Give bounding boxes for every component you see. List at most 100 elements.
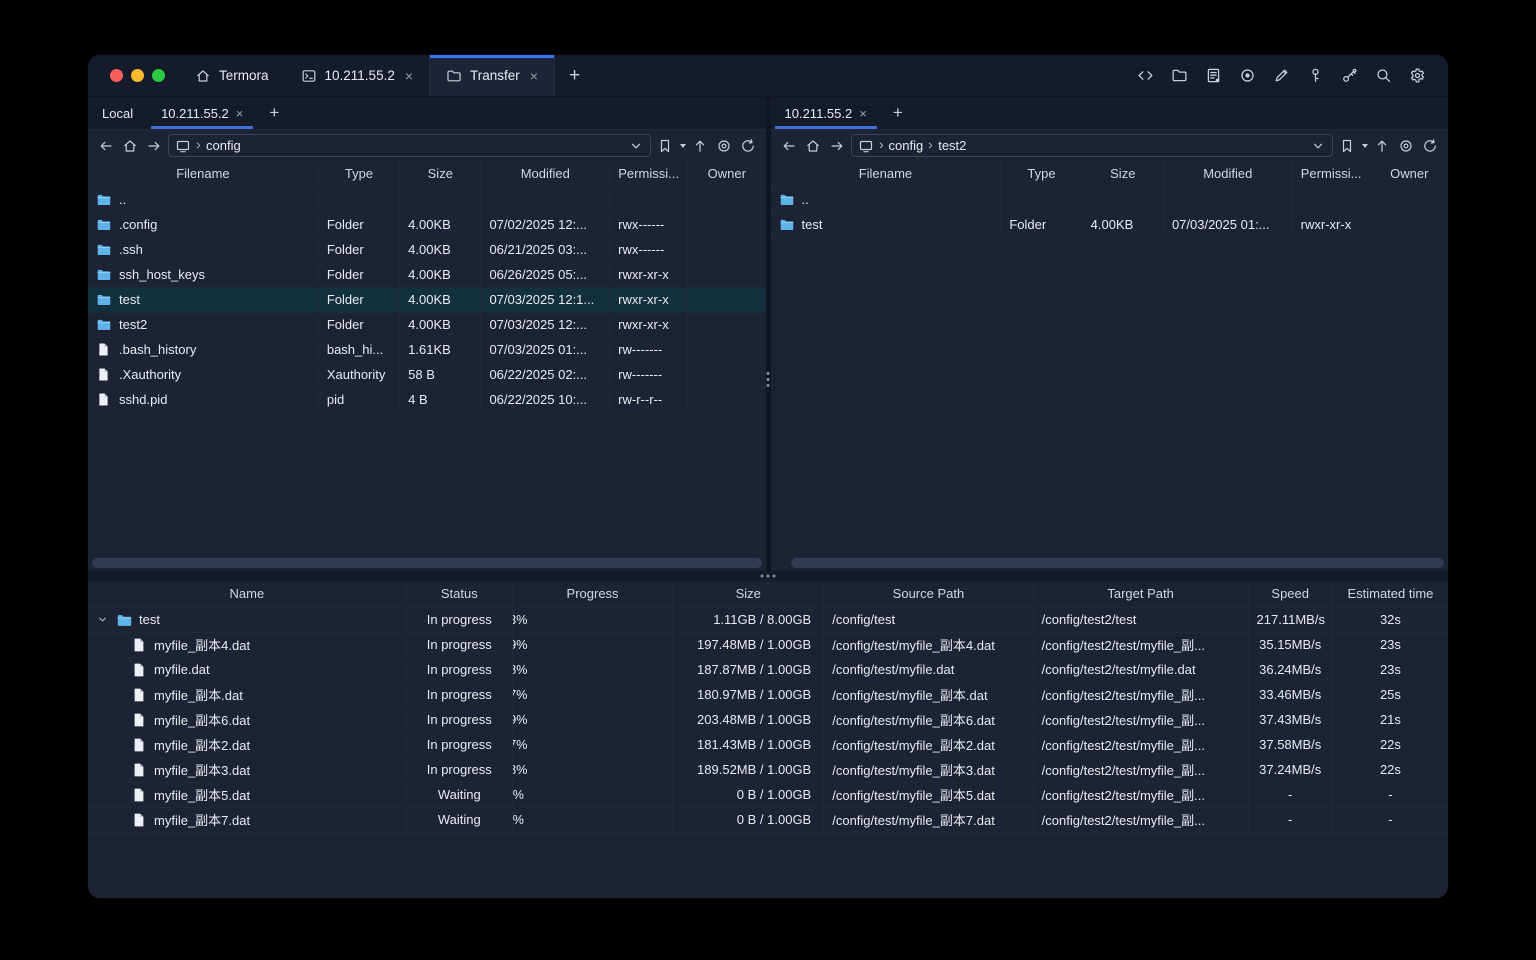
file-row[interactable]: test Folder 4.00KB 07/03/2025 01:... rwx… — [770, 212, 1448, 238]
right-panel-path-field[interactable]: config test2 — [850, 134, 1333, 157]
horizontal-scrollbar[interactable] — [790, 558, 1444, 568]
caret-down-icon[interactable] — [1362, 143, 1368, 148]
column-header[interactable]: Type — [1000, 161, 1083, 188]
key-icon[interactable] — [1305, 65, 1326, 86]
right-panel-new-tab-button[interactable]: + — [892, 103, 903, 122]
horizontal-scrollbar[interactable] — [92, 558, 762, 568]
left-panel-new-tab-button[interactable]: + — [269, 103, 280, 122]
file-row[interactable]: test Folder 4.00KB 07/03/2025 12:1... rw… — [88, 287, 766, 313]
file-type: Folder — [1000, 212, 1083, 238]
file-row[interactable]: sshd.pid pid 4 B 06/22/2025 10:... rw-r-… — [88, 387, 766, 413]
column-header[interactable]: Source Path — [823, 581, 1034, 608]
column-header[interactable]: Modified — [1163, 161, 1293, 188]
file-row[interactable]: .ssh Folder 4.00KB 06/21/2025 03:... rwx… — [88, 237, 766, 263]
file-row[interactable]: .Xauthority Xauthority 58 B 06/22/2025 0… — [88, 362, 766, 388]
home-icon[interactable] — [803, 136, 823, 156]
pencil-icon[interactable] — [1271, 65, 1292, 86]
forward-icon[interactable] — [827, 136, 847, 156]
eye-icon[interactable] — [1396, 136, 1416, 156]
left-panel-tab-Local[interactable]: Local — [88, 97, 147, 129]
transfer-row[interactable]: myfile_副本6.dat In progress 19% 203.48MB … — [88, 707, 1448, 733]
minimize-window-button[interactable] — [131, 69, 144, 82]
filename: sshd.pid — [119, 392, 168, 407]
transfer-row[interactable]: myfile_副本.dat In progress 17% 180.97MB /… — [88, 682, 1448, 708]
transfer-row[interactable]: myfile_副本7.dat Waiting 0% 0 B / 1.00GB /… — [88, 807, 1448, 833]
column-header[interactable]: Size — [1082, 161, 1164, 188]
chevron-down-icon[interactable] — [628, 138, 644, 154]
file-row[interactable]: ssh_host_keys Folder 4.00KB 06/26/2025 0… — [88, 262, 766, 288]
close-icon[interactable]: × — [235, 105, 244, 121]
record-icon[interactable] — [1237, 65, 1258, 86]
file-row[interactable]: .bash_history bash_hi... 1.61KB 07/03/20… — [88, 337, 766, 363]
column-header[interactable]: Size — [399, 161, 482, 188]
path-segment[interactable]: test2 — [938, 138, 967, 153]
left-panel-path-field[interactable]: config — [168, 134, 651, 157]
back-icon[interactable] — [96, 136, 116, 156]
column-header[interactable]: Owner — [1370, 161, 1448, 188]
file-permissions: rw------- — [609, 337, 689, 363]
right-panel-tab-10.211.55.2[interactable]: 10.211.55.2 × — [771, 97, 881, 129]
caret-down-icon[interactable] — [679, 143, 686, 148]
bookmark-icon[interactable] — [1337, 136, 1357, 156]
keychain-icon[interactable] — [1339, 65, 1360, 86]
column-header[interactable]: Permissi... — [1292, 161, 1371, 188]
column-header[interactable]: Estimated time — [1332, 581, 1448, 608]
column-header[interactable]: Filename — [88, 161, 319, 188]
transfer-row[interactable]: test In progress 13% 1.11GB / 8.00GB /co… — [88, 607, 1448, 633]
eye-icon[interactable] — [714, 136, 734, 156]
column-header[interactable]: Permissi... — [609, 161, 689, 188]
titlebar: Termora 10.211.55.2 × Transfer × + — [88, 55, 1448, 97]
column-header[interactable]: Target Path — [1033, 581, 1249, 608]
column-header[interactable]: Progress — [512, 581, 674, 608]
transfer-row[interactable]: myfile_副本2.dat In progress 17% 181.43MB … — [88, 732, 1448, 758]
title-tab-10.211.55.2[interactable]: 10.211.55.2 × — [285, 55, 430, 96]
title-tab-Termora[interactable]: Termora — [179, 55, 285, 96]
home-icon[interactable] — [120, 136, 140, 156]
horizontal-splitter[interactable] — [88, 571, 1448, 581]
search-icon[interactable] — [1373, 65, 1394, 86]
vertical-splitter[interactable] — [765, 97, 771, 571]
close-icon[interactable]: × — [859, 105, 867, 121]
column-header[interactable]: Size — [672, 581, 825, 608]
title-tab-Transfer[interactable]: Transfer × — [429, 55, 555, 96]
bookmark-icon[interactable] — [655, 136, 675, 156]
transfer-row[interactable]: myfile_副本3.dat In progress 18% 189.52MB … — [88, 757, 1448, 783]
file-row[interactable]: .config Folder 4.00KB 07/02/2025 12:... … — [88, 212, 766, 238]
column-header[interactable]: Modified — [480, 161, 611, 188]
column-header[interactable]: Speed — [1248, 581, 1333, 608]
file-row[interactable]: test2 Folder 4.00KB 07/03/2025 12:... rw… — [88, 312, 766, 338]
transfer-row[interactable]: myfile.dat In progress 18% 187.87MB / 1.… — [88, 657, 1448, 683]
gear-icon[interactable] — [1407, 65, 1428, 86]
column-header[interactable]: Filename — [770, 161, 1002, 188]
path-segment[interactable]: config — [888, 138, 924, 153]
folder-icon[interactable] — [1169, 65, 1190, 86]
chevron-down-icon[interactable] — [1310, 138, 1326, 154]
collapse-chevron-icon[interactable] — [96, 613, 109, 626]
transfer-row[interactable]: myfile_副本5.dat Waiting 0% 0 B / 1.00GB /… — [88, 782, 1448, 808]
parent-directory-icon[interactable] — [1372, 136, 1392, 156]
column-header[interactable]: Owner — [687, 161, 766, 188]
left-panel-tab-10.211.55.2[interactable]: 10.211.55.2 × — [147, 97, 257, 129]
parent-directory-icon[interactable] — [690, 136, 710, 156]
file-row[interactable]: .. — [88, 187, 766, 213]
refresh-icon[interactable] — [738, 136, 758, 156]
forward-icon[interactable] — [144, 136, 164, 156]
column-header[interactable]: Type — [318, 161, 401, 188]
folderfill-icon — [96, 292, 111, 307]
file-row[interactable]: .. — [770, 187, 1448, 213]
close-icon[interactable]: × — [529, 67, 538, 84]
file-permissions: rwxr-xr-x — [609, 312, 689, 338]
transfer-row[interactable]: myfile_副本4.dat In progress 19% 197.48MB … — [88, 632, 1448, 658]
column-header[interactable]: Status — [406, 581, 513, 608]
back-icon[interactable] — [779, 136, 799, 156]
new-title-tab-button[interactable]: + — [568, 64, 581, 86]
close-window-button[interactable] — [110, 69, 123, 82]
close-icon[interactable]: × — [404, 67, 414, 84]
maximize-window-button[interactable] — [152, 69, 165, 82]
code-icon[interactable] — [1135, 65, 1156, 86]
column-header[interactable]: Name — [88, 581, 407, 608]
refresh-icon[interactable] — [1420, 136, 1440, 156]
log-icon[interactable] — [1203, 65, 1224, 86]
transfer-size: 203.48MB / 1.00GB — [672, 707, 825, 733]
path-segment[interactable]: config — [206, 138, 241, 153]
